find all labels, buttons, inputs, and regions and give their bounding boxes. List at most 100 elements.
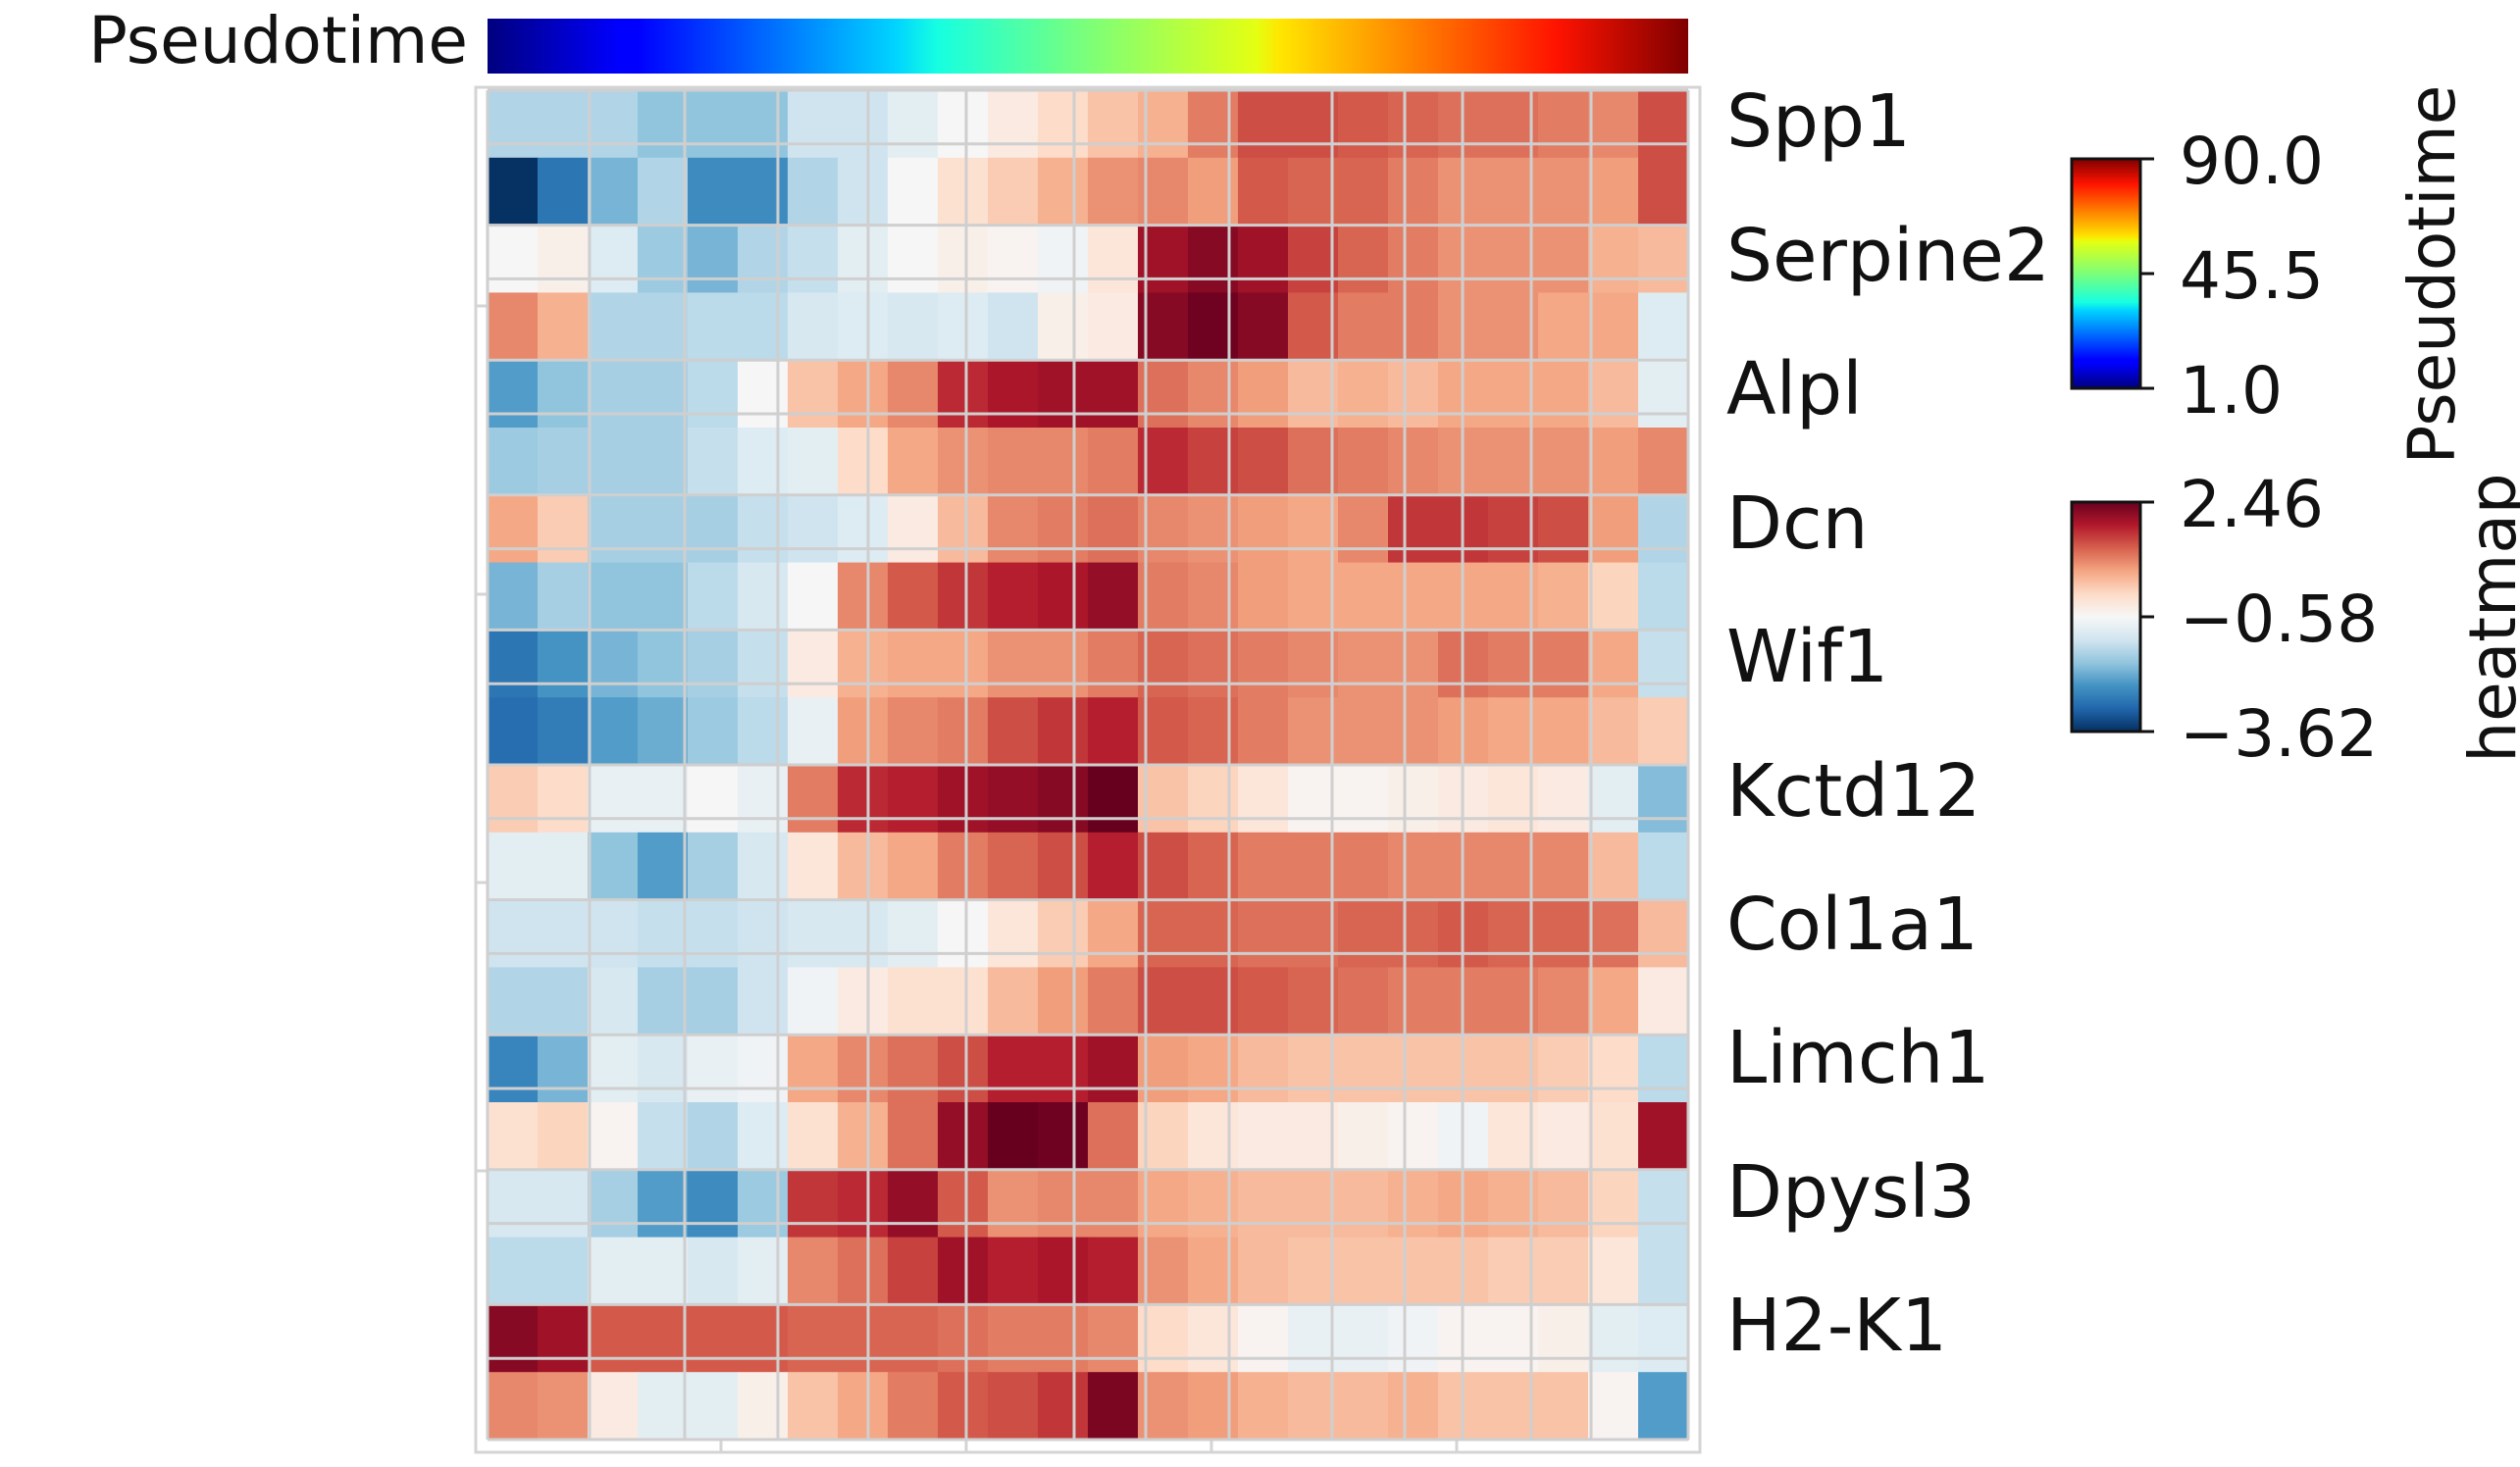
heatmap-cell xyxy=(1038,157,1089,227)
heatmap-cell xyxy=(1238,630,1289,698)
heatmap-cell xyxy=(1088,428,1139,496)
heatmap-cell xyxy=(1338,1237,1389,1305)
heatmap-cell xyxy=(688,1304,739,1373)
heatmap-cell xyxy=(1088,1237,1139,1305)
heatmap-cell xyxy=(688,157,739,227)
heatmap-cell xyxy=(1088,494,1139,564)
heatmap-cell xyxy=(588,899,639,968)
heatmap-cell xyxy=(1188,1237,1239,1305)
heatmap-cell xyxy=(988,428,1039,496)
heatmap-cell xyxy=(488,292,539,361)
heatmap-cell xyxy=(1288,630,1339,698)
heatmap-cell xyxy=(488,1035,539,1103)
heatmap-cell xyxy=(488,832,539,901)
heatmap-cell xyxy=(788,90,839,159)
heatmap-cell xyxy=(1188,157,1239,227)
gene-label: H2-K1 xyxy=(1726,1284,1947,1368)
heatmap-cell xyxy=(538,1169,589,1239)
heatmap-cell xyxy=(1588,1102,1639,1171)
heatmap-cell xyxy=(1188,967,1239,1036)
heatmap-cell xyxy=(738,225,789,293)
heatmap-cell xyxy=(1088,1372,1139,1441)
heatmap-cell xyxy=(638,630,689,698)
heatmap-cell xyxy=(1188,90,1239,159)
heatmap-cell xyxy=(1338,630,1389,698)
heatmap-cell xyxy=(888,1304,939,1373)
heatmap-cell xyxy=(1238,1237,1289,1305)
heatmap-cell xyxy=(1338,697,1389,766)
heatmap-cell xyxy=(938,494,989,564)
heatmap-cell xyxy=(1388,1169,1439,1239)
heatmap-cell xyxy=(1388,630,1439,698)
heatmap-gridlines xyxy=(486,88,1690,1442)
heatmap-cell xyxy=(538,1304,589,1373)
heatmap-cell xyxy=(788,765,839,834)
heatmap-cell xyxy=(1238,899,1289,968)
heatmap-cell xyxy=(788,428,839,496)
heatmap-cell xyxy=(1288,1372,1339,1441)
heatmap-cell xyxy=(1388,225,1439,293)
heatmap-cell xyxy=(788,562,839,631)
heatmap-cell xyxy=(988,225,1039,293)
heatmap-cell xyxy=(1588,90,1639,159)
heatmap-cell xyxy=(1288,899,1339,968)
heatmap-cell xyxy=(638,967,689,1036)
heatmap-cell xyxy=(1638,1237,1689,1305)
heatmap-cell xyxy=(738,90,789,159)
heatmap-cell xyxy=(1638,630,1689,698)
heatmap-cell xyxy=(1288,697,1339,766)
heatmap-cell xyxy=(1338,1035,1389,1103)
heatmap-cell xyxy=(788,1035,839,1103)
heatmap-cell xyxy=(788,157,839,227)
heatmap-cell xyxy=(638,428,689,496)
heatmap-cell xyxy=(1338,832,1389,901)
heatmap-cell xyxy=(488,1102,539,1171)
heatmap-cell xyxy=(1238,967,1289,1036)
heatmap-cell xyxy=(1388,899,1439,968)
heatmap-cell xyxy=(1238,562,1289,631)
heatmap-cell xyxy=(738,1304,789,1373)
heatmap-cell xyxy=(488,90,539,159)
heatmap-cell xyxy=(1088,1102,1139,1171)
heatmap-cell xyxy=(1188,428,1239,496)
heatmap-cell xyxy=(988,1304,1039,1373)
heatmap-cell xyxy=(1538,697,1589,766)
heatmap-cell xyxy=(588,1304,639,1373)
heatmap-cell xyxy=(1388,765,1439,834)
heatmap-cell xyxy=(1038,1035,1089,1103)
heatmap-cell xyxy=(888,428,939,496)
heatmap-cell xyxy=(1638,1169,1689,1239)
heatmap-colorbar-tick-mid: −0.58 xyxy=(2180,582,2378,657)
heatmap-cell xyxy=(638,90,689,159)
heatmap-cell xyxy=(1238,90,1289,159)
heatmap-cell xyxy=(538,1372,589,1441)
heatmap-cell xyxy=(1088,899,1139,968)
heatmap-cell xyxy=(938,1169,989,1239)
heatmap-cell xyxy=(1038,630,1089,698)
heatmap-cell xyxy=(1238,1035,1289,1103)
heatmap-cell xyxy=(938,157,989,227)
heatmap-cell xyxy=(488,494,539,564)
heatmap-cell xyxy=(1238,765,1289,834)
heatmap-cell xyxy=(1388,428,1439,496)
heatmap-cell xyxy=(638,360,689,429)
heatmap-cell xyxy=(838,899,889,968)
heatmap-cell xyxy=(1038,1237,1089,1305)
heatmap-cell xyxy=(1388,562,1439,631)
heatmap-cell xyxy=(988,630,1039,698)
heatmap-cell xyxy=(738,428,789,496)
gene-label: Limch1 xyxy=(1726,1016,1990,1100)
heatmap-cell xyxy=(838,1304,889,1373)
heatmap-cell xyxy=(588,360,639,429)
heatmap-cell xyxy=(1538,967,1589,1036)
heatmap-cell xyxy=(1088,1035,1139,1103)
heatmap-cell xyxy=(1388,1035,1439,1103)
heatmap-cell xyxy=(588,157,639,227)
heatmap-cell xyxy=(1388,360,1439,429)
heatmap-cell xyxy=(1038,90,1089,159)
heatmap-cell xyxy=(488,967,539,1036)
heatmap-cell xyxy=(1038,428,1089,496)
heatmap-cell xyxy=(1088,765,1139,834)
heatmap-cell xyxy=(488,428,539,496)
heatmap-cell xyxy=(488,157,539,227)
